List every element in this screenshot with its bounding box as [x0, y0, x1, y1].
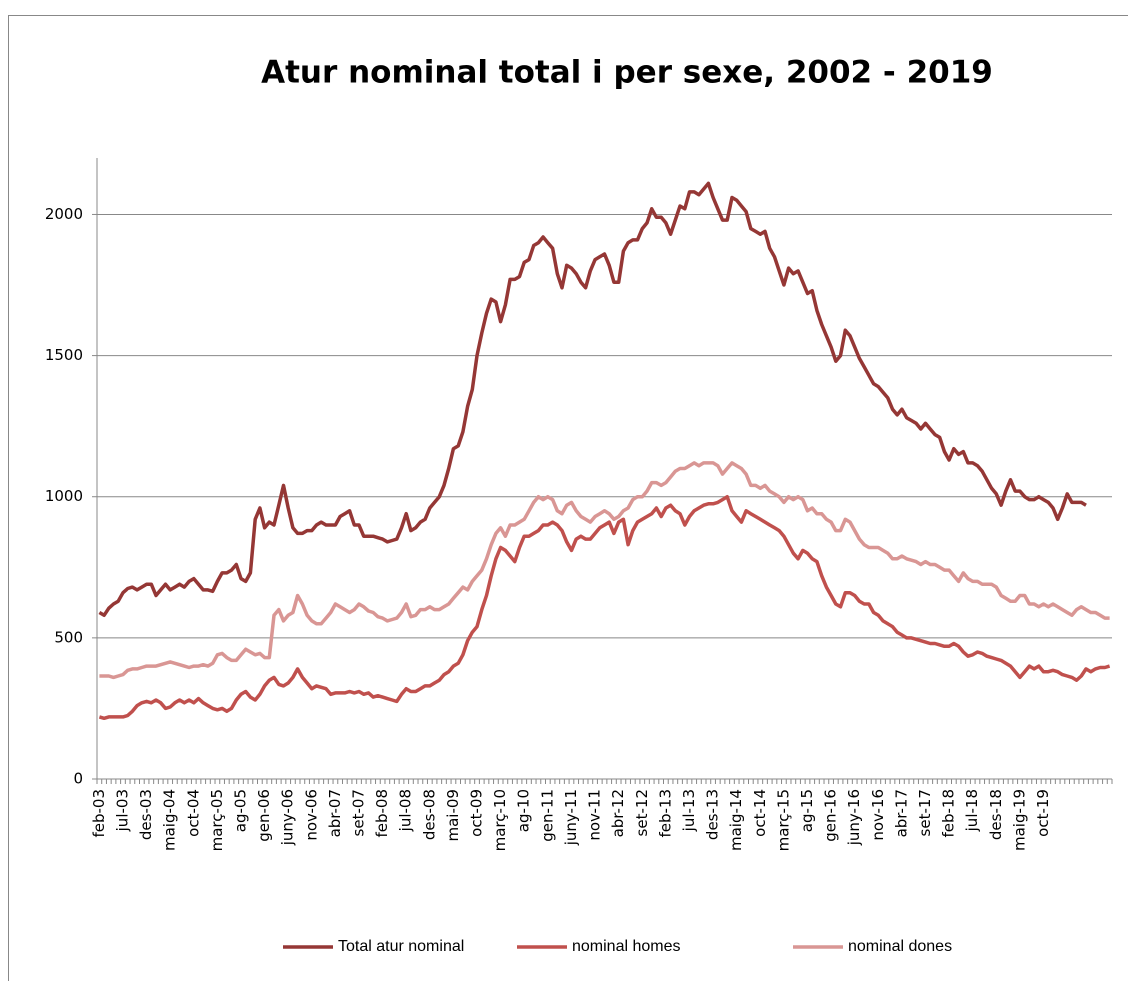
- legend-label: nominal homes: [572, 938, 681, 955]
- x-tick-label: set-12: [633, 789, 651, 836]
- x-tick-label: des-03: [137, 789, 155, 840]
- x-tick-label: jul-08: [397, 789, 415, 832]
- x-tick-label: maig-19: [1010, 789, 1028, 851]
- x-tick-label: març-10: [491, 789, 509, 851]
- x-tick-label: feb-03: [90, 789, 108, 838]
- x-tick-label: ag-05: [231, 789, 249, 832]
- x-tick-label: abr-07: [326, 789, 344, 837]
- x-tick-label: març-15: [774, 789, 792, 851]
- x-tick-label: mai-09: [444, 789, 462, 841]
- x-tick-label: juny-06: [279, 789, 297, 846]
- y-tick-label: 1000: [45, 487, 83, 505]
- y-tick-label: 2000: [45, 205, 83, 223]
- x-tick-label: set-17: [916, 789, 934, 836]
- y-tick-label: 0: [73, 770, 83, 788]
- x-tick-label: ag-15: [798, 789, 816, 832]
- y-tick-label: 500: [54, 628, 83, 646]
- legend-label: Total atur nominal: [338, 938, 464, 955]
- series-line: [98, 181, 1087, 618]
- x-tick-label: gen-06: [255, 789, 273, 842]
- chart-border: [8, 15, 1128, 981]
- x-tick-label: jul-18: [963, 789, 981, 832]
- x-tick-label: juny-16: [845, 789, 863, 846]
- x-tick-label: abr-17: [892, 789, 910, 837]
- x-tick-label: juny-11: [562, 789, 580, 846]
- x-tick-label: gen-11: [538, 789, 556, 842]
- x-tick-label: maig-14: [727, 789, 745, 851]
- x-tick-label: des-13: [704, 789, 722, 840]
- x-tick-label: oct-14: [751, 789, 769, 837]
- x-tick-label: nov-16: [869, 789, 887, 841]
- series-line: [99, 461, 1110, 680]
- x-tick-label: ag-10: [515, 789, 533, 832]
- x-tick-label: feb-13: [656, 789, 674, 838]
- legend-label: nominal dones: [848, 938, 952, 955]
- x-tick-label: oct-19: [1034, 789, 1052, 837]
- y-tick-label: 1500: [45, 346, 83, 364]
- x-tick-label: nov-06: [302, 789, 320, 841]
- x-tick-label: des-08: [420, 789, 438, 840]
- x-tick-label: des-18: [987, 789, 1005, 840]
- chart-title: Atur nominal total i per sexe, 2002 - 20…: [261, 55, 993, 91]
- x-tick-label: gen-16: [822, 789, 840, 842]
- x-tick-label: jul-13: [680, 789, 698, 832]
- x-tick-label: oct-04: [184, 789, 202, 837]
- x-tick-label: abr-12: [609, 789, 627, 837]
- x-tick-label: nov-11: [586, 789, 604, 841]
- x-tick-label: jul-03: [113, 789, 131, 832]
- x-tick-label: maig-04: [161, 789, 179, 851]
- x-tick-label: oct-09: [468, 789, 486, 837]
- x-tick-label: feb-08: [373, 789, 391, 838]
- series-line: [98, 494, 1111, 721]
- x-tick-label: set-07: [350, 789, 368, 836]
- x-tick-label: març-05: [208, 789, 226, 851]
- x-tick-label: feb-18: [940, 789, 958, 838]
